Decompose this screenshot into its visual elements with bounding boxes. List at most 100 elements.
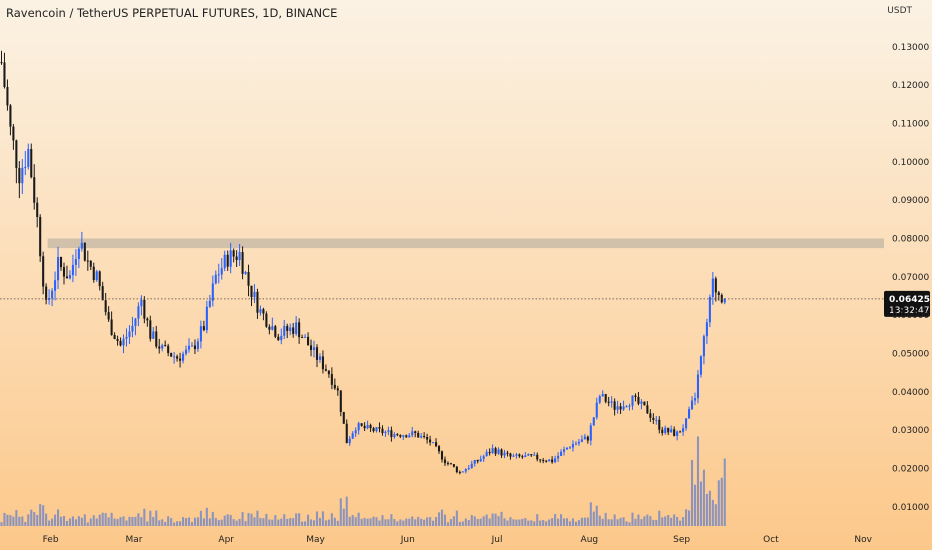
volume-bar: [298, 513, 301, 526]
candle-body: [545, 460, 548, 462]
candle-body: [184, 349, 188, 354]
volume-bar: [449, 519, 452, 526]
volume-bar: [149, 510, 152, 526]
candle-body: [515, 454, 518, 456]
volume-bar: [682, 517, 685, 526]
candle-body: [360, 423, 363, 426]
candle-body: [274, 326, 277, 337]
volume-bar: [3, 512, 6, 526]
candle-body: [357, 423, 360, 431]
candle-body: [27, 149, 30, 167]
candle-body: [208, 300, 211, 307]
candle-body: [554, 458, 557, 463]
volume-bar: [68, 518, 71, 526]
volume-bar: [51, 518, 54, 526]
volume-bar: [164, 522, 167, 526]
candle-body: [527, 454, 530, 456]
candle-body: [682, 428, 685, 432]
volume-bar: [77, 516, 80, 526]
volume-bar: [667, 514, 670, 526]
candle-body: [705, 322, 708, 337]
candle-body: [586, 436, 589, 441]
bar-countdown: 13:32:47: [889, 306, 929, 316]
volume-bar: [399, 519, 402, 526]
candle-body: [402, 435, 405, 437]
volume-bar: [143, 508, 146, 526]
candle-body: [685, 418, 688, 429]
candle-body: [583, 436, 586, 440]
price-axis-unit: USDT: [887, 6, 912, 16]
last-price-badge: [884, 290, 930, 317]
volume-bar: [241, 512, 244, 526]
candle-body: [640, 401, 643, 404]
volume-bar: [190, 522, 194, 526]
volume-bar: [574, 521, 577, 526]
candle-body: [149, 320, 152, 339]
candle-body: [143, 299, 146, 319]
volume-bar: [321, 511, 324, 526]
candle-body: [673, 429, 676, 436]
volume-bar: [238, 518, 241, 526]
volume-bar: [155, 510, 158, 526]
candle-body: [54, 280, 57, 291]
volume-bar: [696, 436, 700, 526]
volume-bar: [658, 510, 661, 526]
candle-body: [423, 436, 426, 438]
candle-body: [667, 427, 670, 433]
candle-body: [464, 469, 467, 472]
candle-body: [417, 432, 420, 438]
candle-body: [241, 252, 244, 274]
volume-bar: [223, 515, 226, 526]
candle-body: [223, 254, 226, 269]
candle-body: [321, 356, 324, 370]
volume-bar: [176, 521, 179, 526]
candle-body: [557, 455, 560, 459]
volume-bar: [9, 515, 12, 526]
volume-bar: [170, 518, 173, 526]
volume-bar: [101, 512, 104, 526]
candle-body: [524, 455, 527, 458]
volume-bar: [229, 514, 232, 526]
volume-bar: [583, 517, 586, 526]
price-axis[interactable]: 0.01000 0.02000 0.03000 0.04000 0.05000 0.060…: [892, 43, 929, 513]
candle-body: [637, 396, 640, 404]
volume-bar: [521, 518, 524, 526]
volume-bar: [345, 496, 348, 526]
volume-bar: [339, 498, 342, 526]
candle-body: [562, 449, 566, 452]
volume-bar: [509, 517, 512, 526]
chart-title: Ravencoin / TetherUS PERPETUAL FUTURES, …: [6, 6, 338, 20]
volume-bar: [420, 518, 423, 526]
volume-bar: [536, 514, 539, 526]
volume-bar: [461, 521, 464, 526]
candle-body: [589, 425, 592, 441]
candle-body: [479, 458, 482, 462]
volume-bar: [458, 521, 461, 526]
candle-body: [161, 345, 164, 349]
candle-body: [592, 417, 595, 426]
volume-bar: [539, 520, 542, 526]
candle-body: [324, 369, 327, 371]
volume-bar: [601, 518, 604, 526]
volume-bar: [372, 516, 375, 526]
volume-bar: [182, 517, 185, 526]
volume-bar: [12, 516, 15, 526]
volume-bar: [562, 518, 566, 526]
candle-body: [134, 318, 137, 326]
candle-body: [482, 456, 485, 459]
volume-bar: [518, 519, 521, 526]
volume-bar: [286, 518, 289, 526]
volume-bar: [720, 477, 723, 526]
candle-body: [304, 336, 307, 338]
candle-body: [128, 331, 131, 337]
candle-body: [253, 291, 256, 298]
x-tick-label: Mar: [125, 535, 142, 545]
candle-body: [693, 398, 697, 401]
candle-body: [565, 447, 569, 450]
candle-body: [649, 413, 652, 418]
volume-bar: [702, 469, 705, 526]
time-axis[interactable]: Feb Mar Apr May Jun Jul Aug Sep Oct Nov: [43, 535, 873, 545]
volume-bar: [277, 519, 280, 526]
